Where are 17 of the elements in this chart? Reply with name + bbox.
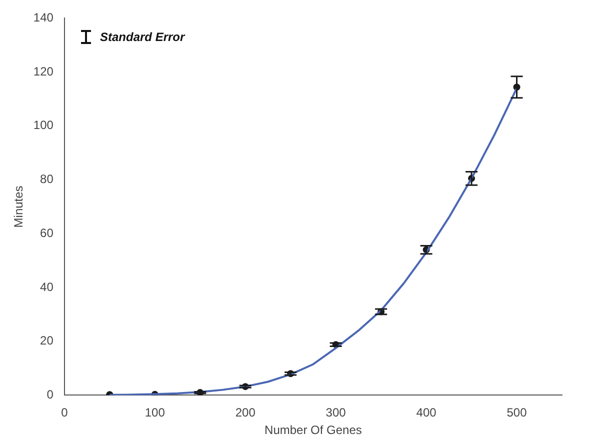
x-tick-label: 400 [416,406,437,420]
x-tick-label: 300 [326,406,346,420]
y-tick-label: 0 [46,388,54,402]
y-tick-label: 40 [40,280,54,294]
x-tick-label: 0 [61,406,68,420]
x-axis-title: Number Of Genes [264,423,362,438]
y-axis-title: Minutes [12,186,26,228]
x-tick-label: 100 [144,406,166,420]
x-tick-label: 200 [235,406,256,420]
y-tick-label: 100 [33,118,54,132]
annotation: Standard Error [100,30,185,44]
y-tick-label: 60 [40,226,54,240]
y-tick-label: 20 [40,334,54,348]
y-tick-label: 80 [40,172,54,186]
x-tick-label: 500 [506,406,528,420]
y-tick-label: 120 [33,64,54,78]
y-tick-label: 140 [33,10,54,25]
